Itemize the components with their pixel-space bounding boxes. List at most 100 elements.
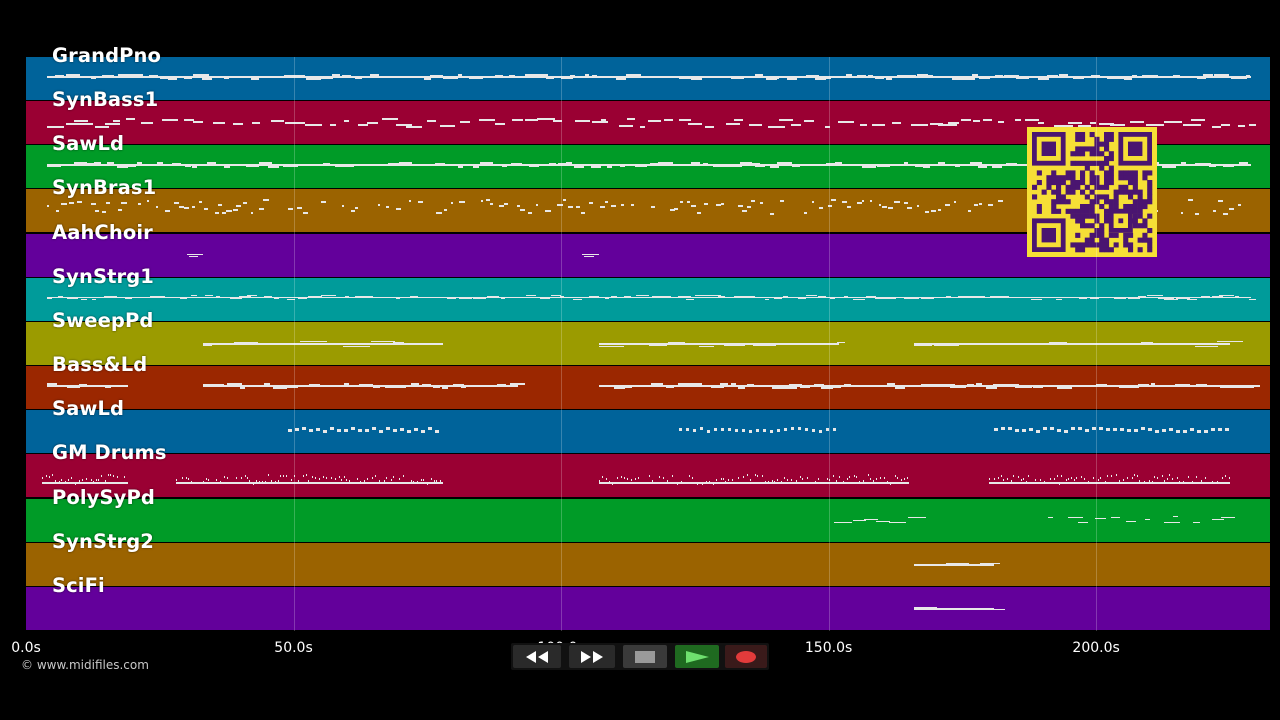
note (262, 481, 264, 483)
note (667, 480, 669, 482)
note (687, 123, 703, 125)
note (183, 207, 189, 209)
note (510, 296, 517, 299)
note (894, 475, 896, 477)
note (1222, 213, 1229, 215)
note (804, 212, 808, 214)
note (379, 296, 384, 299)
note (253, 296, 266, 299)
note (550, 294, 561, 297)
track-row[interactable] (26, 366, 1270, 410)
track-row[interactable] (26, 277, 1270, 321)
note (140, 122, 154, 124)
note (428, 427, 432, 430)
note (178, 482, 180, 484)
track-divider (26, 320, 1270, 322)
note (54, 75, 64, 77)
note (395, 482, 397, 484)
note (1136, 475, 1138, 477)
note (1204, 430, 1208, 433)
note (789, 384, 802, 386)
note (358, 124, 368, 126)
note (258, 162, 272, 164)
note (878, 204, 881, 206)
note (275, 76, 286, 78)
track-notes (26, 234, 1270, 277)
note (863, 480, 865, 482)
note (155, 206, 159, 208)
note (146, 200, 150, 202)
note (210, 76, 220, 78)
note (859, 385, 871, 387)
fast-forward-button[interactable] (569, 645, 615, 668)
note (1219, 386, 1230, 388)
note (843, 384, 852, 386)
note (246, 294, 258, 297)
track-divider (26, 409, 1270, 411)
note (652, 295, 668, 298)
track-row[interactable] (26, 454, 1270, 498)
note (667, 296, 679, 299)
note (149, 295, 166, 298)
note (689, 475, 691, 477)
play-button[interactable] (675, 645, 719, 668)
note (961, 119, 972, 121)
note (267, 166, 280, 168)
note (202, 384, 218, 386)
track-row[interactable] (26, 586, 1270, 630)
note (434, 163, 445, 165)
note (1174, 343, 1196, 346)
rewind-button[interactable] (513, 645, 561, 668)
track-notes (26, 322, 1270, 365)
note (300, 340, 327, 343)
note (990, 343, 1017, 346)
note (435, 430, 439, 433)
note (458, 166, 463, 168)
record-button[interactable] (725, 645, 767, 668)
note (1091, 75, 1100, 77)
note (156, 162, 164, 164)
note (870, 200, 873, 202)
track-label-wrap: SynBras1 (26, 176, 326, 199)
note (116, 476, 118, 478)
note (1139, 480, 1141, 482)
note (856, 202, 862, 204)
rewind-icon (526, 650, 548, 663)
piano-roll[interactable]: GrandPno SynBass1 SawLd SynBras1 AahChoir Syn… (26, 44, 1270, 631)
stop-button[interactable] (623, 645, 667, 668)
track-label-wrap: Bass&Ld (26, 353, 326, 376)
note (842, 481, 844, 483)
note (1029, 428, 1033, 431)
track-row[interactable] (26, 542, 1270, 586)
note (1008, 427, 1012, 430)
note (439, 125, 455, 127)
time-gridline (1096, 57, 1098, 631)
note (353, 482, 355, 484)
track-row[interactable] (26, 498, 1270, 542)
note (1148, 428, 1152, 431)
note (476, 76, 482, 78)
note (886, 78, 892, 80)
note (1061, 475, 1063, 477)
note (172, 163, 182, 165)
note (495, 75, 503, 77)
note (598, 482, 909, 484)
note (279, 386, 294, 388)
note (290, 479, 292, 481)
note (1123, 78, 1133, 80)
note (1039, 479, 1041, 481)
note (780, 200, 785, 202)
note (1169, 428, 1173, 431)
track-row[interactable] (26, 410, 1270, 454)
track-divider (26, 541, 1270, 543)
note (472, 166, 479, 168)
note (348, 480, 350, 482)
note (903, 162, 908, 164)
note (769, 213, 774, 215)
note (121, 202, 127, 204)
track-row[interactable] (26, 57, 1270, 100)
note (890, 483, 892, 485)
track-row[interactable] (26, 321, 1270, 365)
note (354, 207, 358, 209)
note (887, 207, 894, 209)
